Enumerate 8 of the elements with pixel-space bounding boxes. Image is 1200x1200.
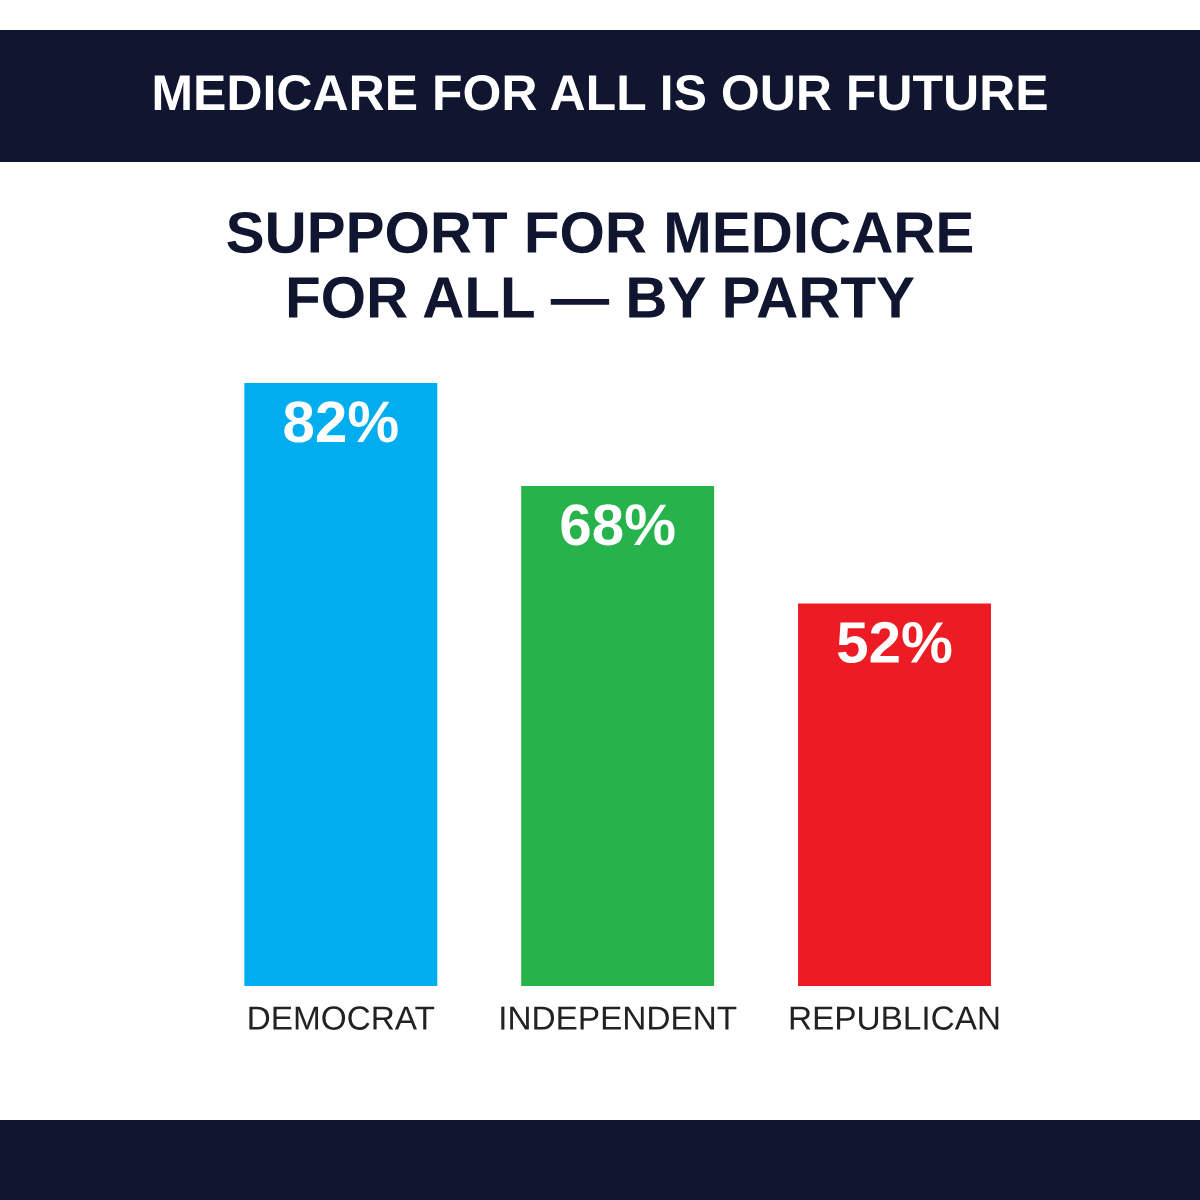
data-label: 82% xyxy=(284,401,398,443)
data-label: 68% xyxy=(561,504,675,546)
chart-title: MEDICARE FOR ALL IS OUR FUTURE xyxy=(154,75,1047,111)
chart-subtitle: SUPPORT FOR MEDICARE FOR ALL — BY PARTY xyxy=(227,211,973,319)
x-tick-label: DEMOCRAT xyxy=(249,1006,435,1030)
data-label: 52% xyxy=(837,621,952,664)
x-tick-label: INDEPENDENT xyxy=(501,1006,737,1030)
x-tick-label: REPUBLICAN xyxy=(790,1006,999,1030)
